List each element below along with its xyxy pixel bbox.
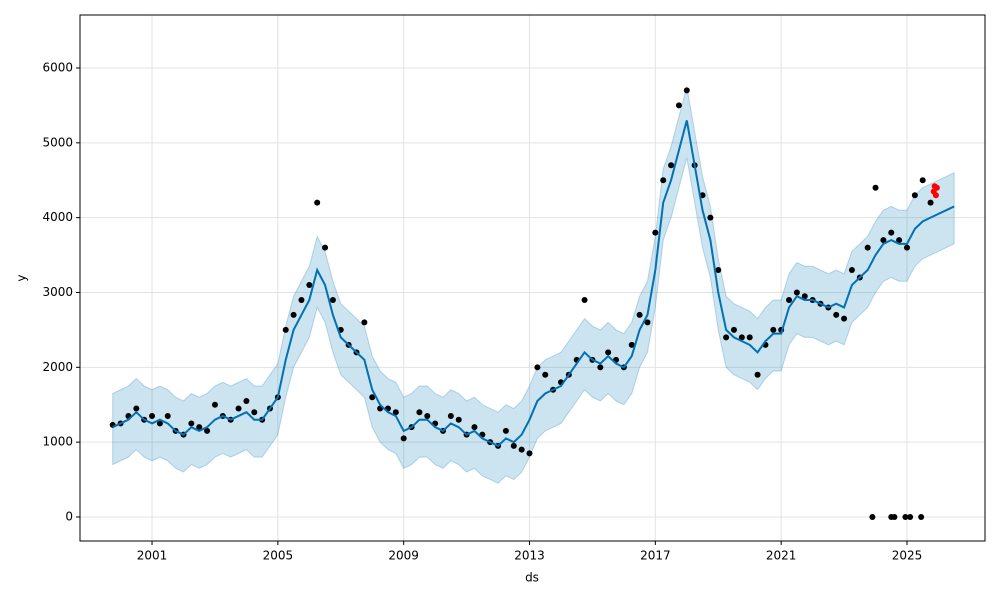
data-point [542,371,549,378]
data-point [447,412,454,419]
data-point [471,424,478,431]
data-point [738,334,745,341]
y-tick-label: 2000 [42,360,73,374]
data-point [196,424,203,431]
y-tick-label: 1000 [42,435,73,449]
data-point [188,420,195,427]
data-point [298,296,305,303]
data-point [707,214,714,221]
data-point [730,326,737,333]
data-point [133,405,140,412]
data-point [841,315,848,322]
data-point [211,401,218,408]
data-point [243,397,250,404]
data-point [329,296,336,303]
y-tick-label: 5000 [42,135,73,149]
data-point [636,311,643,318]
data-point [306,281,313,288]
data-point [911,192,918,199]
data-point [918,513,925,520]
forecast-line [112,120,955,448]
data-point [322,244,329,251]
data-point [164,412,171,419]
data-point [770,326,777,333]
x-tick-label: 2005 [263,549,294,563]
data-point [581,296,588,303]
y-tick-label: 3000 [42,285,73,299]
data-point [872,184,879,191]
y-axis-label: y [15,274,29,281]
data-point [902,513,909,520]
data-point [628,341,635,348]
data-point [675,102,682,109]
data-point [786,296,793,303]
data-point [903,244,910,251]
data-point [896,237,903,244]
data-point [235,405,242,412]
data-point [793,289,800,296]
x-axis-label: ds [525,571,539,585]
data-point [927,199,934,206]
data-point [605,349,612,356]
data-point [864,244,871,251]
data-point [833,311,840,318]
data-point [282,326,289,333]
data-point [933,184,940,191]
data-point [526,450,533,457]
x-tick-label: 2013 [514,549,545,563]
data-point [361,319,368,326]
data-point [149,412,156,419]
data-point [715,267,722,274]
y-tick-label: 4000 [42,210,73,224]
data-point [416,409,423,416]
x-tick-label: 2021 [766,549,797,563]
data-point [723,334,730,341]
data-point [597,364,604,371]
data-point [400,435,407,442]
data-point [907,513,914,520]
data-point [204,427,211,434]
data-point [891,513,898,520]
data-point [888,229,895,236]
data-point [314,199,321,206]
data-point [251,409,258,416]
data-point [652,229,659,236]
data-point [510,442,517,449]
data-point [455,416,462,423]
data-point [848,267,855,274]
y-tick-label: 6000 [42,60,73,74]
data-point [683,87,690,94]
data-point [801,293,808,300]
plot-frame [79,14,986,542]
data-point [392,409,399,416]
data-point [869,513,876,520]
data-point [518,446,525,453]
data-point [932,192,939,199]
x-tick-label: 2009 [388,549,419,563]
data-point [502,427,509,434]
data-point [534,364,541,371]
data-point [754,371,761,378]
data-point [424,412,431,419]
data-point [919,177,926,184]
y-tick-label: 0 [65,509,73,523]
data-point [746,334,753,341]
uncertainty-band [112,86,955,484]
x-tick-label: 2001 [137,549,168,563]
data-point [660,177,667,184]
data-point [880,237,887,244]
x-tick-label: 2017 [640,549,671,563]
data-point [369,394,376,401]
data-point [668,162,675,169]
data-point [290,311,297,318]
x-tick-label: 2025 [892,549,923,563]
data-point [644,319,651,326]
data-point [156,420,163,427]
